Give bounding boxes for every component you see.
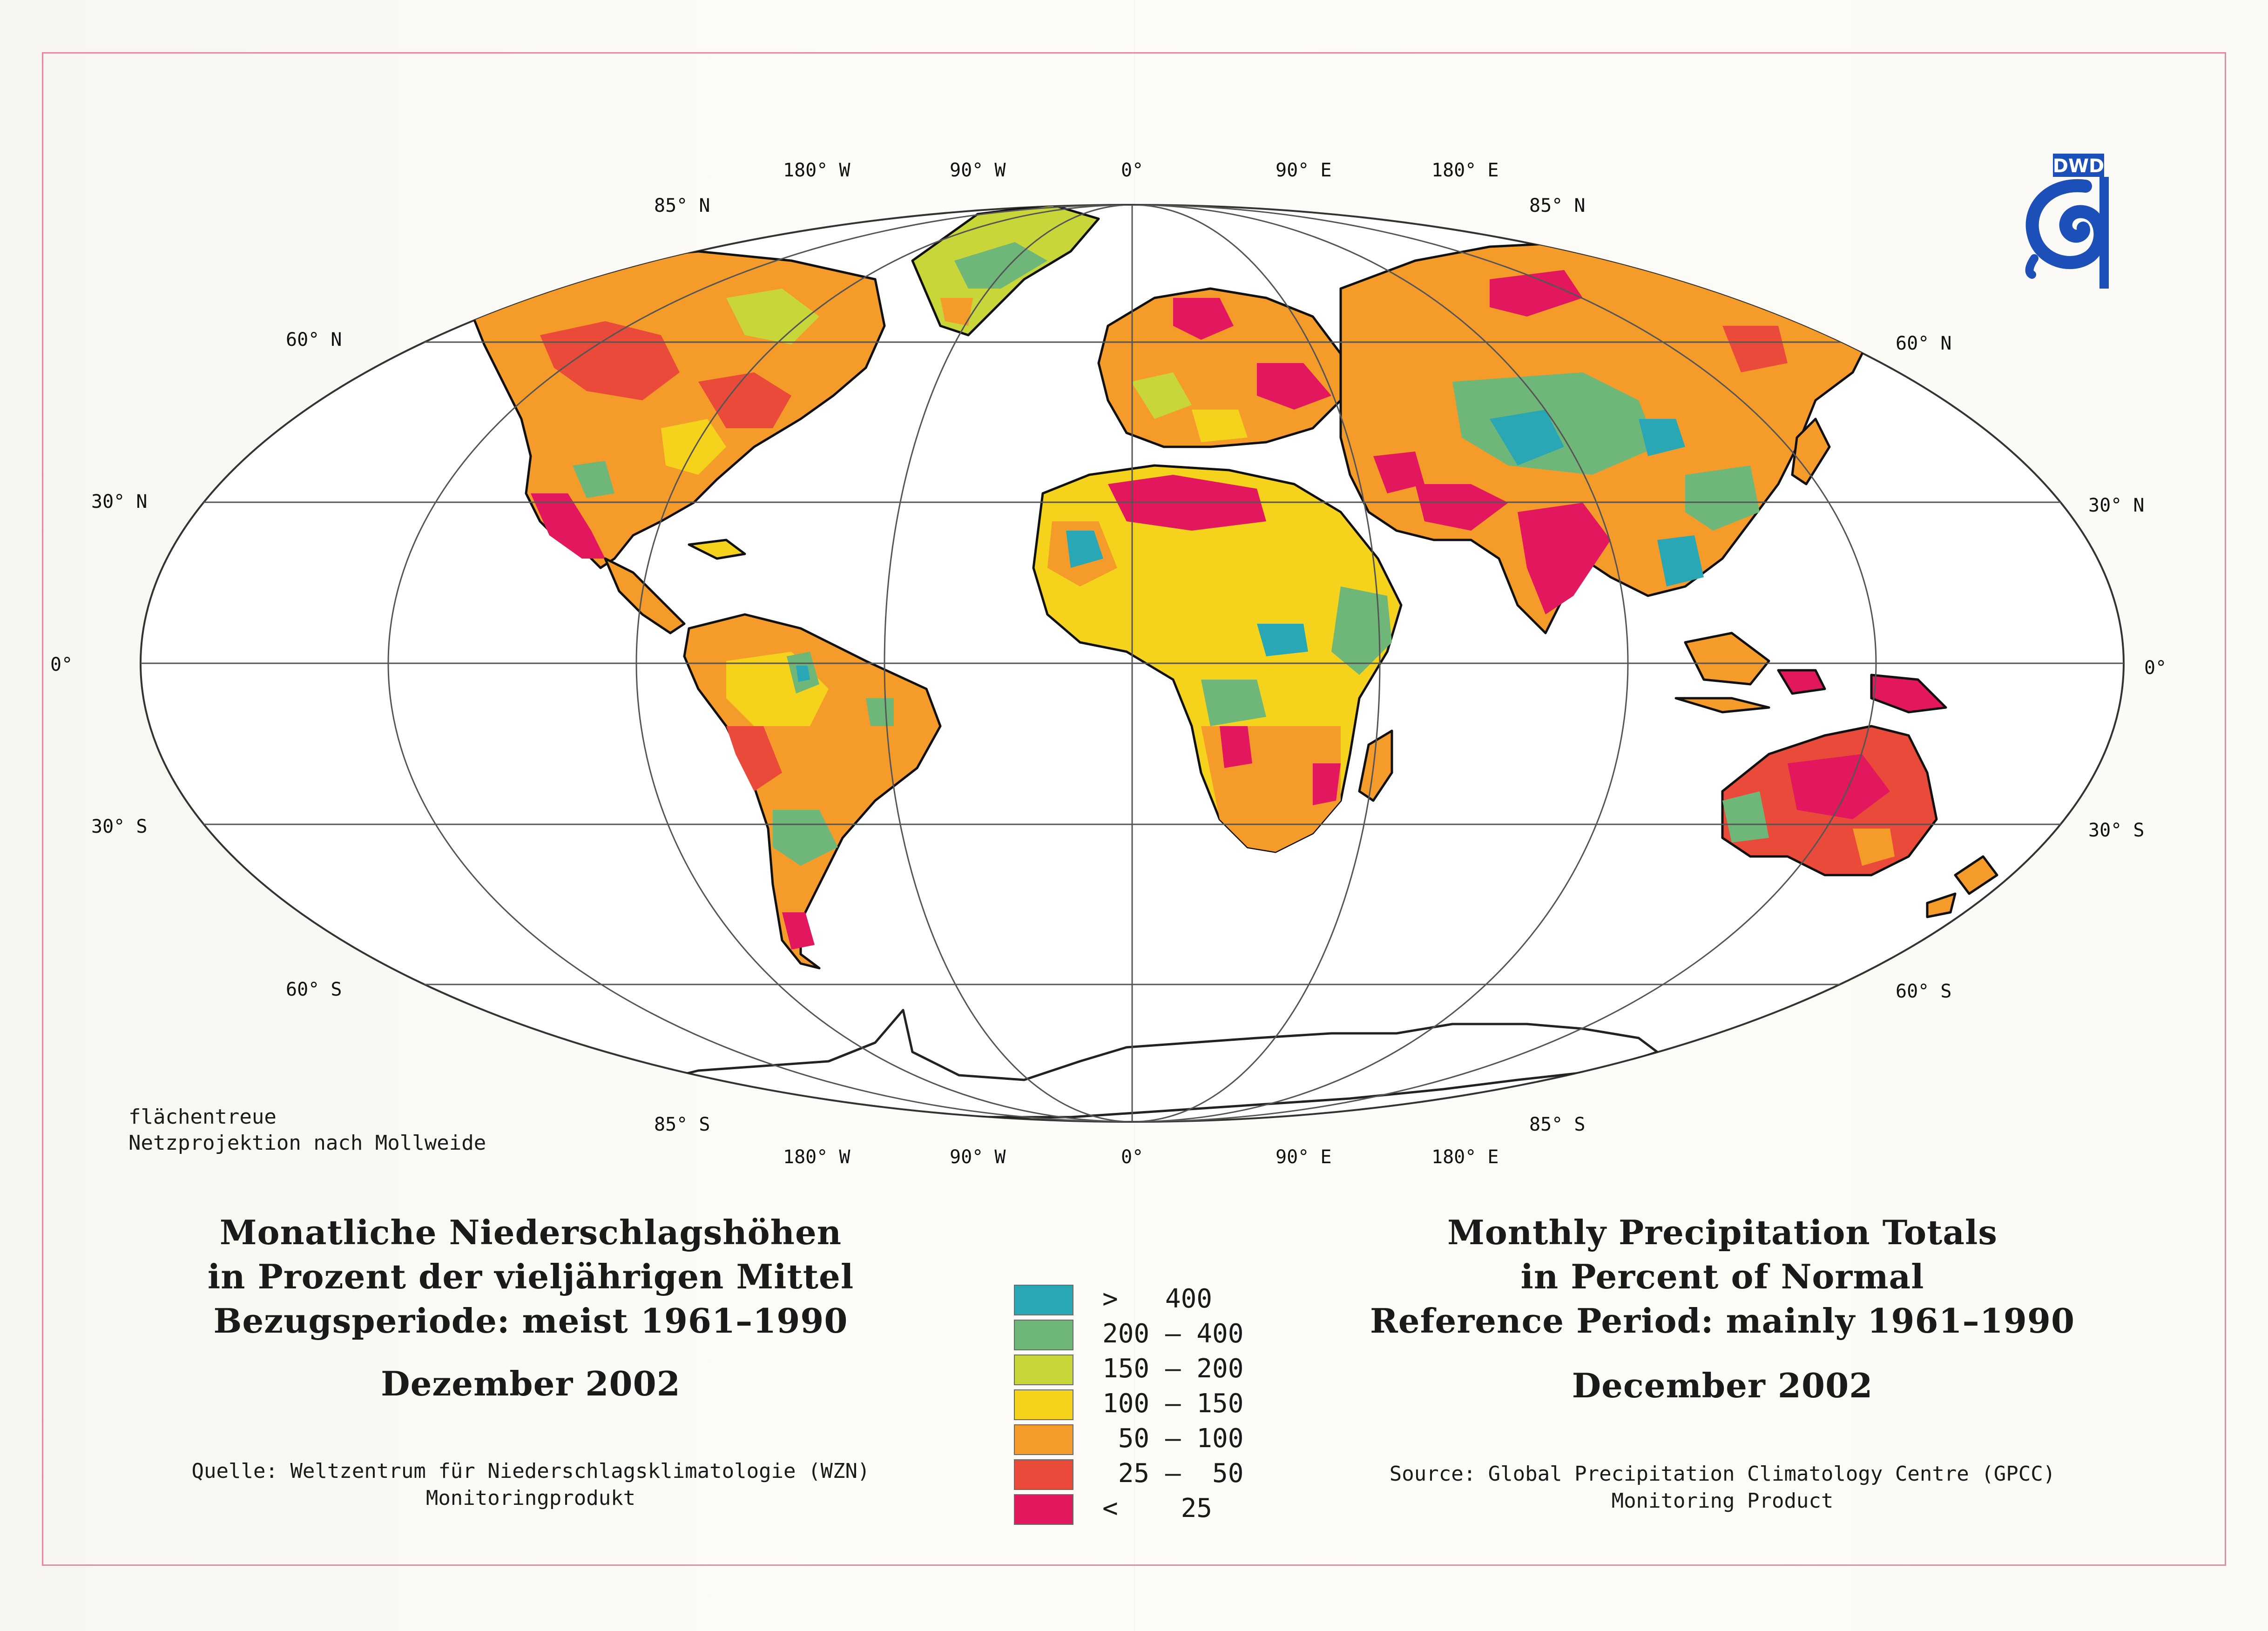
lon-label-90w-top: 90° W [950, 160, 1006, 181]
legend-label: 50 – 100 [1102, 1423, 1244, 1454]
lon-label-180e-bottom: 180° E [1431, 1146, 1499, 1168]
legend-row: 100 – 150 [1014, 1386, 1275, 1420]
source-english-line-1: Source: Global Precipitation Climatology… [1389, 1462, 2056, 1486]
graticule [141, 205, 2124, 1122]
legend: > 400 200 – 400 150 – 200 100 – 150 50 –… [1014, 1281, 1275, 1532]
title-german-line-2: in Prozent der vieljährigen Mittel [207, 1257, 854, 1296]
legend-swatch [1014, 1389, 1073, 1420]
title-german-line-1: Monatliche Niederschlagshöhen [219, 1213, 842, 1252]
source-german-line-2: Monitoringprodukt [425, 1486, 636, 1510]
dwd-logo-text: DWD [2053, 155, 2105, 177]
legend-row: 150 – 200 [1014, 1351, 1275, 1385]
lat-label-eq-right: 0° [2144, 657, 2167, 679]
lon-label-0-bottom: 0° [1121, 1146, 1144, 1168]
title-english-line-2: in Percent of Normal [1520, 1257, 1924, 1296]
legend-label: < 25 [1102, 1493, 1213, 1523]
lat-label-85s-right: 85° S [1529, 1114, 1586, 1135]
lat-label-60n-right: 60° N [1896, 333, 1952, 354]
legend-label: 150 – 200 [1102, 1354, 1244, 1384]
projection-note-line-2: Netzprojektion nach Mollweide [128, 1131, 486, 1155]
lat-label-85n-right: 85° N [1529, 195, 1586, 216]
lon-label-90e-top: 90° E [1276, 160, 1332, 181]
legend-row: 25 – 50 [1014, 1456, 1275, 1490]
lat-label-60n-left: 60° N [286, 329, 342, 350]
title-english: Monthly Precipitation Totals in Percent … [1331, 1210, 2113, 1343]
page-border [42, 52, 2226, 1566]
projection-note-line-1: flächentreue [128, 1105, 277, 1129]
lon-label-180w-top: 180° W [783, 160, 850, 181]
title-english-line-1: Monthly Precipitation Totals [1447, 1213, 1998, 1252]
legend-swatch [1014, 1355, 1073, 1385]
legend-swatch [1014, 1424, 1073, 1455]
lon-label-0-top: 0° [1121, 160, 1144, 181]
lat-label-30n-left: 30° N [91, 491, 148, 512]
legend-row: 200 – 400 [1014, 1316, 1275, 1350]
legend-swatch [1014, 1320, 1073, 1350]
legend-label: 100 – 150 [1102, 1388, 1244, 1419]
lat-label-30s-left: 30° S [91, 816, 148, 837]
legend-label: 25 – 50 [1102, 1458, 1244, 1489]
month-english: December 2002 [1572, 1366, 1873, 1405]
legend-row: < 25 [1014, 1490, 1275, 1525]
lat-label-85n-left: 85° N [654, 195, 710, 216]
legend-label: > 400 [1102, 1284, 1213, 1314]
lon-label-180e-top: 180° E [1431, 160, 1499, 181]
lat-label-85s-left: 85° S [654, 1114, 710, 1135]
source-english-line-2: Monitoring Product [1611, 1489, 1834, 1513]
title-german-line-3: Bezugsperiode: meist 1961–1990 [213, 1301, 848, 1341]
legend-swatch [1014, 1494, 1073, 1525]
projection-note: flächentreue Netzprojektion nach Mollwei… [128, 1104, 486, 1156]
lon-label-90w-bottom: 90° W [950, 1146, 1006, 1168]
source-german-line-1: Quelle: Weltzentrum für Niederschlagskli… [191, 1459, 870, 1483]
lon-label-180w-bottom: 180° W [783, 1146, 850, 1168]
month-german: Dezember 2002 [381, 1364, 681, 1403]
lat-label-eq-left: 0° [50, 654, 73, 675]
source-german: Quelle: Weltzentrum für Niederschlagskli… [93, 1458, 968, 1512]
lat-label-60s-right: 60° S [1896, 981, 1952, 1002]
title-german: Monatliche Niederschlagshöhen in Prozent… [140, 1210, 922, 1343]
lat-label-60s-left: 60° S [286, 979, 342, 1000]
lon-label-90e-bottom: 90° E [1276, 1146, 1332, 1168]
legend-swatch [1014, 1285, 1073, 1315]
source-english: Source: Global Precipitation Climatology… [1285, 1461, 2160, 1515]
dwd-logo: DWD [2016, 154, 2132, 289]
antarctica [641, 1009, 1659, 1119]
lat-label-30s-right: 30° S [2088, 820, 2145, 841]
legend-row: > 400 [1014, 1281, 1275, 1315]
legend-row: 50 – 100 [1014, 1421, 1275, 1455]
title-english-line-3: Reference Period: mainly 1961–1990 [1370, 1301, 2075, 1341]
legend-swatch [1014, 1459, 1073, 1490]
legend-label: 200 – 400 [1102, 1319, 1244, 1349]
lat-label-30n-right: 30° N [2088, 495, 2145, 516]
